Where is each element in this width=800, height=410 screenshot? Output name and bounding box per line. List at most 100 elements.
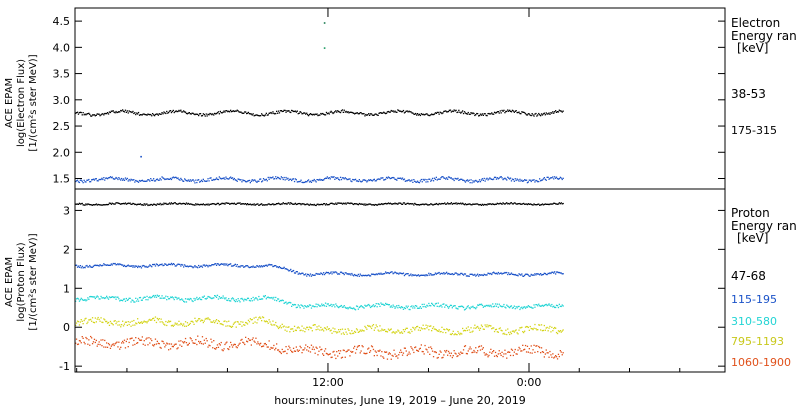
proton-point [138, 266, 141, 268]
proton-point [187, 344, 189, 346]
proton-point [280, 327, 282, 329]
electron-point [487, 179, 489, 181]
electron-point [345, 178, 347, 180]
proton-point [236, 202, 238, 205]
proton-point [377, 273, 379, 275]
proton-point [447, 350, 450, 353]
proton-point [552, 203, 554, 205]
proton-point [402, 202, 405, 204]
electron-point [156, 113, 158, 115]
proton-point [262, 295, 265, 297]
electron-point [244, 180, 246, 182]
proton-point [181, 298, 183, 300]
proton-point [229, 300, 231, 302]
electron-legend-175-315: 175-315 [731, 124, 777, 137]
proton-point [75, 338, 78, 340]
proton-point [236, 300, 238, 303]
proton-point [407, 273, 409, 275]
proton-point [444, 202, 446, 204]
proton-point [522, 203, 524, 205]
proton-point [394, 307, 396, 309]
proton-point [288, 345, 290, 347]
proton-point [396, 272, 398, 275]
proton-point [546, 203, 548, 205]
electron-point [508, 110, 510, 112]
proton-point [530, 273, 532, 276]
proton-point [332, 304, 334, 306]
proton-point [186, 265, 189, 267]
electron-point [375, 113, 377, 115]
proton-point [498, 328, 500, 330]
electron-point [392, 176, 394, 179]
proton-point [416, 307, 419, 309]
electron-point [152, 179, 154, 182]
proton-point [410, 346, 412, 348]
proton-point [521, 306, 523, 308]
proton-point [524, 348, 526, 350]
electron-point [154, 113, 157, 116]
proton-point [271, 347, 273, 349]
proton-point [431, 204, 434, 206]
electron-point [268, 112, 270, 114]
electron-point [546, 176, 548, 178]
proton-point [81, 298, 83, 301]
electron-point [385, 178, 387, 180]
proton-point [217, 298, 220, 300]
proton-point [92, 204, 95, 206]
proton-point [365, 353, 367, 355]
proton-point [251, 300, 253, 302]
proton-point [384, 272, 386, 275]
electron-point [520, 113, 522, 115]
electron-point [415, 112, 417, 115]
proton-point [121, 264, 123, 266]
proton-point [90, 335, 92, 338]
electron-point [413, 179, 415, 181]
proton-point [398, 202, 400, 204]
proton-point [253, 299, 255, 301]
proton-point [156, 263, 158, 266]
electron-point [208, 114, 210, 116]
proton-point [349, 202, 351, 205]
electron-point [472, 180, 474, 182]
electron-point [107, 177, 110, 179]
proton-point [105, 204, 107, 206]
proton-point [147, 204, 149, 207]
electron-point [212, 179, 214, 181]
electron-point [93, 114, 96, 116]
electron-point [488, 178, 490, 180]
proton-point [318, 304, 320, 306]
electron-point [138, 179, 141, 182]
proton-point [428, 302, 430, 305]
electron-point [177, 110, 179, 113]
proton-point [354, 203, 357, 205]
electron-point [471, 112, 473, 115]
proton-point [427, 325, 429, 327]
proton-point [176, 348, 178, 350]
proton-point [493, 203, 495, 205]
electron-point [158, 179, 160, 181]
electron-point [206, 180, 208, 182]
electron-point [117, 178, 119, 181]
proton-point [86, 264, 88, 267]
x-tick-label: 0:00 [517, 376, 542, 389]
electron-point [482, 114, 484, 116]
proton-point [274, 324, 276, 326]
proton-point [268, 297, 270, 299]
proton-point [298, 272, 300, 274]
electron-point [459, 111, 461, 113]
proton-point [426, 349, 428, 351]
electron-point [400, 178, 403, 180]
proton-point [178, 263, 180, 265]
proton-point [212, 264, 214, 266]
proton-point [446, 271, 448, 273]
proton-point [411, 347, 413, 349]
proton-point [311, 204, 313, 206]
proton-point [525, 273, 528, 275]
proton-point [95, 339, 97, 342]
proton-point [548, 272, 550, 275]
proton-point [442, 273, 444, 275]
proton-point [273, 265, 275, 267]
proton-point [115, 202, 117, 204]
electron-point [311, 114, 313, 116]
proton-point [342, 202, 344, 204]
